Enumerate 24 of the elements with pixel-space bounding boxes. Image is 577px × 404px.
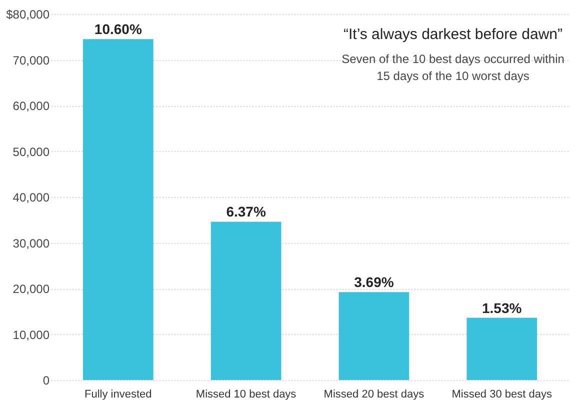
annotation: 15 days of the 10 worst days — [376, 69, 530, 83]
x-tick-label: Missed 10 best days — [196, 388, 297, 400]
y-tick-label: $80,000 — [6, 8, 50, 22]
x-tick-label: Missed 20 best days — [324, 388, 425, 400]
y-tick-label: 10,000 — [12, 328, 50, 342]
y-tick-label: 40,000 — [12, 190, 50, 204]
annotation: 3.69% — [354, 274, 394, 290]
annotation: 1.53% — [482, 300, 522, 316]
annotation: Seven of the 10 best days occurred within — [342, 52, 564, 66]
annotation: 6.37% — [226, 204, 266, 220]
bar — [466, 318, 538, 380]
y-tick-label: 60,000 — [12, 99, 50, 113]
y-tick-label: 70,000 — [12, 53, 50, 68]
x-tick-label: Fully invested — [84, 388, 152, 400]
bar — [210, 222, 282, 380]
y-tick-label: 0 — [42, 374, 50, 388]
y-tick-label: 50,000 — [12, 144, 50, 159]
y-tick-label: 20,000 — [12, 282, 50, 296]
y-tick-label: 30,000 — [12, 236, 50, 250]
bar — [82, 39, 154, 380]
bar — [338, 292, 410, 380]
annotation: 10.60% — [94, 21, 142, 38]
x-tick-label: Missed 30 best days — [452, 388, 552, 400]
annotation: “It’s always darkest before dawn” — [344, 26, 562, 43]
